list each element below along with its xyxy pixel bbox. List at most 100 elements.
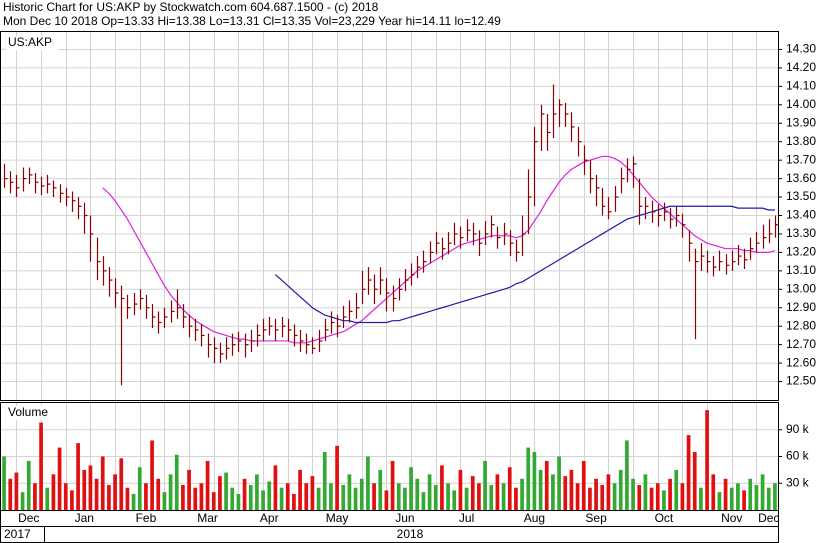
volume-bar xyxy=(612,483,617,510)
volume-bar xyxy=(310,476,315,510)
volume-bar xyxy=(119,458,124,510)
volume-bar xyxy=(125,487,130,510)
volume-bar xyxy=(748,478,753,510)
grid-layer xyxy=(1,31,778,510)
volume-bar xyxy=(446,483,450,510)
volume-bar xyxy=(773,483,777,510)
volume-bar xyxy=(390,460,395,510)
x-tick-label: Nov xyxy=(721,511,742,525)
volume-bar xyxy=(625,440,629,510)
volume-bar xyxy=(557,456,561,510)
chart-subtitle: Mon Dec 10 2018 Op=13.33 Hi=13.38 Lo=13.… xyxy=(3,14,501,28)
y-tick-label: 12.80 xyxy=(786,318,816,332)
volume-bar xyxy=(267,481,272,510)
volume-bar xyxy=(224,472,228,510)
volume-bar xyxy=(588,487,592,510)
volume-bar xyxy=(538,469,543,510)
volume-bar xyxy=(341,485,346,510)
volume-bar xyxy=(742,490,746,510)
volume-bar xyxy=(680,483,685,510)
volume-bar xyxy=(76,443,80,510)
volume-bar xyxy=(211,492,216,510)
y-tick-label: 13.40 xyxy=(786,208,816,222)
volume-bar xyxy=(285,483,290,510)
volume-bar xyxy=(452,490,457,510)
volume-bar xyxy=(82,469,87,510)
volume-bar xyxy=(600,485,605,510)
volume-bar xyxy=(655,483,660,510)
volume-bar xyxy=(729,487,734,510)
symbol-box xyxy=(6,36,58,50)
y-tick-label: 13.00 xyxy=(786,281,816,295)
volume-bar xyxy=(563,476,568,510)
volume-bar xyxy=(631,478,635,510)
x-tick-label: Sep xyxy=(585,511,607,525)
volume-bar xyxy=(544,460,549,510)
volume-bar xyxy=(668,478,672,510)
volume-bar xyxy=(242,478,247,510)
volume-bar xyxy=(501,483,506,510)
volume-bar xyxy=(366,456,370,510)
volume-bar xyxy=(51,474,56,510)
y-tick-label: 13.60 xyxy=(786,171,816,185)
y-tick-label: 60 k xyxy=(786,449,810,463)
y-tick-label: 14.10 xyxy=(786,79,816,93)
x-tick-label: Feb xyxy=(136,511,157,525)
volume-bar xyxy=(489,485,494,510)
y-tick-label: 30 k xyxy=(786,475,810,489)
volume-bar xyxy=(692,452,697,510)
x-tick-label: Jan xyxy=(75,511,94,525)
volume-bar xyxy=(335,445,339,510)
volume-bar xyxy=(279,487,284,510)
volume-bar xyxy=(199,483,204,510)
volume-box xyxy=(6,406,56,420)
x-tick-label: Apr xyxy=(260,511,279,525)
volume-bar xyxy=(107,485,111,510)
volume-bar xyxy=(316,487,321,510)
volume-bar xyxy=(137,467,142,510)
x-tick-label: May xyxy=(326,511,349,525)
volume-bar xyxy=(384,490,389,510)
volume-bar xyxy=(495,474,500,510)
volume-bar xyxy=(261,490,265,510)
volume-bar xyxy=(526,447,531,510)
volume-bar xyxy=(514,487,518,510)
y-tick-label: 13.20 xyxy=(786,245,816,259)
volume-bar xyxy=(150,440,154,510)
volume-bar xyxy=(415,478,420,510)
y-tick-label: 14.20 xyxy=(786,60,816,74)
volume-bar xyxy=(581,460,586,510)
volume-bar xyxy=(637,485,642,510)
y-tick-label: 13.80 xyxy=(786,134,816,148)
volume-bar xyxy=(181,485,185,510)
volume-bar xyxy=(723,478,728,510)
y-tick-label: 14.30 xyxy=(786,42,816,56)
volume-bar xyxy=(248,485,253,510)
volume-bar xyxy=(699,487,703,510)
volume-bar xyxy=(359,478,364,510)
volume-bar xyxy=(304,483,309,510)
volume-bar xyxy=(575,483,580,510)
y-tick-label: 12.50 xyxy=(786,374,816,388)
moving-average xyxy=(102,155,776,344)
moving-average xyxy=(275,205,775,324)
volume-bar xyxy=(113,474,117,510)
x-tick-label: Jul xyxy=(459,511,474,525)
volume-bar xyxy=(717,492,722,510)
volume-bar xyxy=(2,456,6,510)
volume-label: Volume xyxy=(8,405,48,419)
volume-bar xyxy=(70,490,74,510)
y-tick-label: 13.70 xyxy=(786,152,816,166)
volume-bar xyxy=(649,487,654,510)
volume-bar xyxy=(26,460,31,510)
volume-bar xyxy=(100,456,105,510)
year-label: 2017 xyxy=(4,527,31,541)
volume-bar xyxy=(218,476,222,510)
volume-bar xyxy=(458,469,463,510)
volume-bar xyxy=(156,478,161,510)
y-tick-label: 12.60 xyxy=(786,355,816,369)
volume-bar xyxy=(292,493,296,510)
chart-title: Historic Chart for US:AKP by Stockwatch.… xyxy=(3,0,379,14)
